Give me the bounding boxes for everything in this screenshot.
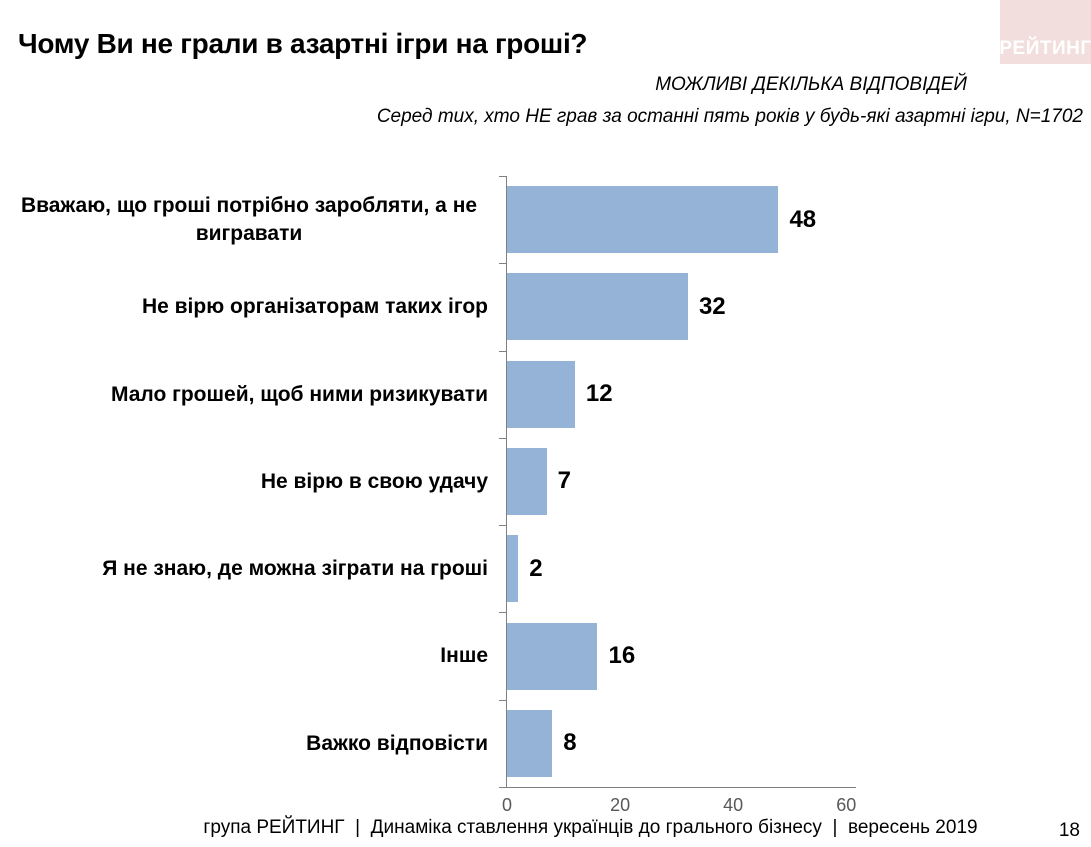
category-label-text: Мало грошей, щоб ними ризикувати (110, 382, 488, 406)
bar (507, 186, 779, 254)
category-label-text: Важко відповісти (306, 731, 488, 755)
chart-row: Важко відповісти 8 (0, 700, 1091, 787)
bar-chart: Вважаю, що гроші потрібно заробляти, а н… (0, 176, 1091, 836)
value-label: 32 (698, 292, 726, 320)
bar (507, 535, 519, 603)
sample-size-note: Серед тих, хто НЕ грав за останні пять р… (376, 106, 1083, 127)
chart-row: Інше 16 (0, 612, 1091, 699)
value-axis-tick-label: 20 (610, 795, 631, 815)
chart-title: Чому Ви не грали в азартні ігри на гроші… (18, 28, 588, 59)
multiple-answers-note: МОЖЛИВІ ДЕКІЛЬКА ВІДПОВІДЕЙ (655, 74, 967, 95)
category-label: Мало грошей, щоб ними ризикувати (0, 381, 488, 408)
chart-row: Не вірю в свою удачу 7 (0, 438, 1091, 525)
value-axis-line (499, 787, 856, 788)
category-axis-tick (499, 699, 507, 701)
category-label: Інше (0, 642, 488, 669)
rating-logo-text: РЕЙТИНГ (999, 38, 1091, 59)
value-axis-tick-label: 40 (723, 795, 744, 815)
category-axis-tick (499, 787, 507, 788)
category-axis-tick (499, 263, 507, 265)
value-axis-tick-label: 60 (836, 795, 857, 815)
value-label: 12 (585, 380, 613, 408)
category-label: Не вірю в свою удачу (0, 468, 488, 495)
category-axis-tick (499, 437, 507, 439)
category-label: Я не знаю, де можна зіграти на гроші (0, 555, 488, 582)
value-label: 48 (789, 205, 817, 233)
category-axis-tick (499, 350, 507, 352)
category-label-text: Інше (440, 644, 488, 668)
value-label: 2 (529, 554, 543, 582)
chart-row: Я не знаю, де можна зіграти на гроші 2 (0, 525, 1091, 612)
category-label: Не вірю організаторам таких ігор (0, 293, 488, 320)
chart-row: Вважаю, що гроші потрібно заробляти, а н… (0, 176, 1091, 263)
category-label: Важко відповісти (0, 730, 488, 757)
chart-row: Мало грошей, щоб ними ризикувати 12 (0, 351, 1091, 438)
category-label-text: Не вірю організаторам таких ігор (141, 295, 488, 319)
category-axis-line (506, 176, 507, 787)
category-axis-tick (499, 612, 507, 614)
bar (507, 273, 688, 341)
value-axis-tick-label: 0 (501, 795, 512, 815)
rating-group-logo: РЕЙТИНГ (999, 0, 1091, 64)
bar (507, 709, 553, 777)
category-label-text: Я не знаю, де можна зіграти на гроші (102, 557, 488, 581)
bar (507, 360, 575, 428)
page-number: 18 (1058, 820, 1080, 841)
value-label: 8 (563, 729, 577, 757)
category-label-text: Вважаю, що гроші потрібно заробляти, а н… (20, 194, 478, 245)
bar (507, 447, 547, 515)
value-label: 7 (557, 467, 571, 495)
chart-row: Не вірю організаторам таких ігор 32 (0, 263, 1091, 350)
value-label: 16 (608, 642, 636, 670)
category-label: Вважаю, що гроші потрібно заробляти, а н… (0, 192, 488, 247)
category-axis-tick (499, 525, 507, 527)
category-axis-tick (499, 176, 507, 177)
footer-caption: група РЕЙТИНГ | Динаміка ставлення украї… (203, 817, 978, 838)
bar (507, 622, 598, 690)
category-label-text: Не вірю в свою удачу (260, 469, 488, 493)
